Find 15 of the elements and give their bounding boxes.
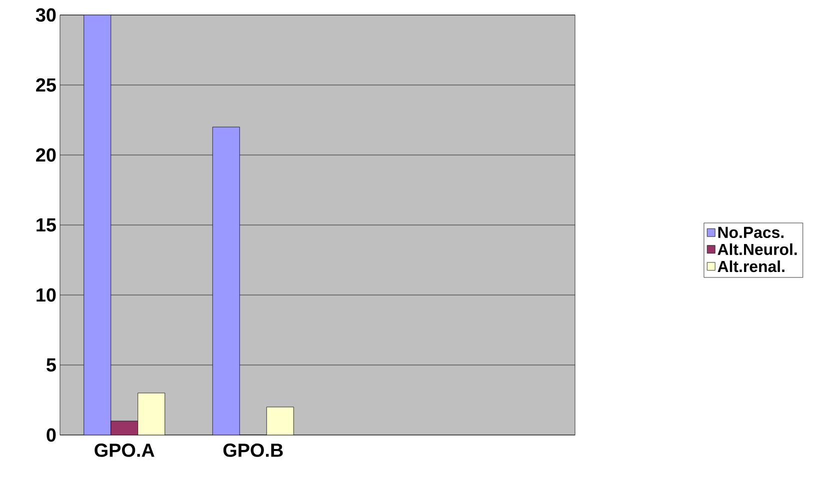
y-tick-label: 25 xyxy=(36,78,56,92)
y-tick-label: 10 xyxy=(36,288,56,302)
bar xyxy=(266,406,294,435)
y-tick-label: 5 xyxy=(46,358,56,372)
legend-label: Alt.Neurol. xyxy=(718,243,797,256)
y-tick-label: 0 xyxy=(46,428,56,442)
bar xyxy=(110,421,138,435)
legend-label: No.Pacs. xyxy=(718,226,784,238)
x-tick-label: GPO.A xyxy=(94,444,154,457)
y-tick-label: 15 xyxy=(36,218,56,232)
legend-label: Alt.renal. xyxy=(718,260,784,272)
y-tick-label: 30 xyxy=(36,8,56,22)
y-tick-label: 20 xyxy=(36,148,56,162)
bar xyxy=(138,392,166,435)
x-tick-label: GPO.B xyxy=(223,444,283,457)
